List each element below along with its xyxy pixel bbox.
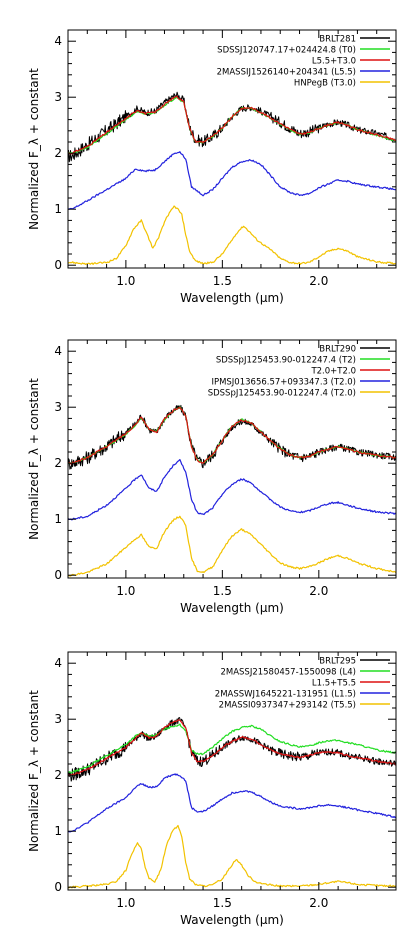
series-line-4 <box>68 459 396 521</box>
y-tick-label: 3 <box>54 400 62 414</box>
y-tick-label: 1 <box>54 512 62 526</box>
axes-frame <box>67 339 397 579</box>
legend-label: BRLT281 <box>319 35 356 45</box>
x-tick-label: 1.5 <box>213 896 232 910</box>
series-line-1 <box>68 404 396 470</box>
x-axis-label: Wavelength (μm) <box>180 913 284 927</box>
x-axis-label: Wavelength (μm) <box>180 601 284 615</box>
series-line-3 <box>68 719 396 776</box>
legend-label: BRLT295 <box>319 657 356 667</box>
y-tick-label: 3 <box>54 712 62 726</box>
chart-panel-1: 1.0 1.5 2.0 0 1 2 3 4 Wavelength (μm) Normalized … <box>27 29 397 305</box>
y-tick-label: 4 <box>54 656 62 670</box>
series-line-3 <box>68 406 396 465</box>
y-tick-label: 2 <box>54 146 62 160</box>
series-line-5 <box>68 205 396 265</box>
y-tick-label: 3 <box>54 90 62 104</box>
legend-label: L1.5+T5.5 <box>312 679 356 689</box>
x-tick-label: 2.0 <box>309 274 328 288</box>
legend-label: SDSSJ120747.17+024424.8 (T0) <box>217 46 356 56</box>
series-line-5 <box>68 515 396 577</box>
y-tick-label: 4 <box>54 34 62 48</box>
axes-frame <box>67 651 397 891</box>
y-tick-label: 0 <box>54 258 62 272</box>
x-tick-label: 1.5 <box>213 274 232 288</box>
y-tick-label: 0 <box>54 568 62 582</box>
legend-label: L5.5+T3.0 <box>312 57 356 67</box>
plot-area <box>68 717 396 889</box>
plot-area <box>68 91 396 265</box>
plot-area <box>68 404 396 577</box>
x-tick-label: 1.0 <box>116 584 135 598</box>
legend-label: IPMSJ013656.57+093347.3 (T2.0) <box>211 378 356 388</box>
chart-panel-3: 1.0 1.5 2.0 0 1 2 3 4 Wavelength (μm) Normalized … <box>27 651 397 927</box>
y-axis-label: Normalized F_λ + constant <box>27 690 41 852</box>
y-tick-label: 2 <box>54 456 62 470</box>
legend-label: 2MASSIJ1526140+204341 (L5.5) <box>217 68 356 78</box>
y-axis-label: Normalized F_λ + constant <box>27 68 41 230</box>
x-tick-label: 1.0 <box>116 896 135 910</box>
x-tick-label: 2.0 <box>309 896 328 910</box>
legend-label: SDSSpJ125453.90-012247.4 (T2.0) <box>208 389 356 399</box>
series-line-2 <box>68 96 396 155</box>
series-line-3 <box>68 95 396 155</box>
y-axis-label: Normalized F_λ + constant <box>27 378 41 540</box>
series-line-5 <box>68 824 396 889</box>
series-line-4 <box>68 151 396 210</box>
y-tick-label: 0 <box>54 880 62 894</box>
series-line-2 <box>68 723 396 774</box>
legend-label: BRLT290 <box>319 345 356 355</box>
series-line-4 <box>68 773 396 833</box>
series-line-1 <box>68 91 396 163</box>
y-tick-label: 2 <box>54 768 62 782</box>
chart-panel-2: 1.0 1.5 2.0 0 1 2 3 4 Wavelength (μm) Normalized … <box>27 339 397 615</box>
legend-label: 2MASSJ21580457-1550098 (L4) <box>220 668 356 678</box>
legend-label: HNPegB (T3.0) <box>294 79 356 89</box>
legend-label: 2MASSWJ1645221-131951 (L1.5) <box>215 690 356 700</box>
legend-label: SDSSpJ125453.90-012247.4 (T2) <box>216 356 356 366</box>
x-tick-label: 2.0 <box>309 584 328 598</box>
x-tick-label: 1.5 <box>213 584 232 598</box>
y-tick-label: 1 <box>54 202 62 216</box>
y-tick-label: 4 <box>54 344 62 358</box>
axes-frame <box>67 29 397 269</box>
legend-label: T2.0+T2.0 <box>310 367 356 377</box>
legend-label: 2MASSI0937347+293142 (T5.5) <box>219 701 356 711</box>
x-axis-label: Wavelength (μm) <box>180 291 284 305</box>
x-tick-label: 1.0 <box>116 274 135 288</box>
y-tick-label: 1 <box>54 824 62 838</box>
